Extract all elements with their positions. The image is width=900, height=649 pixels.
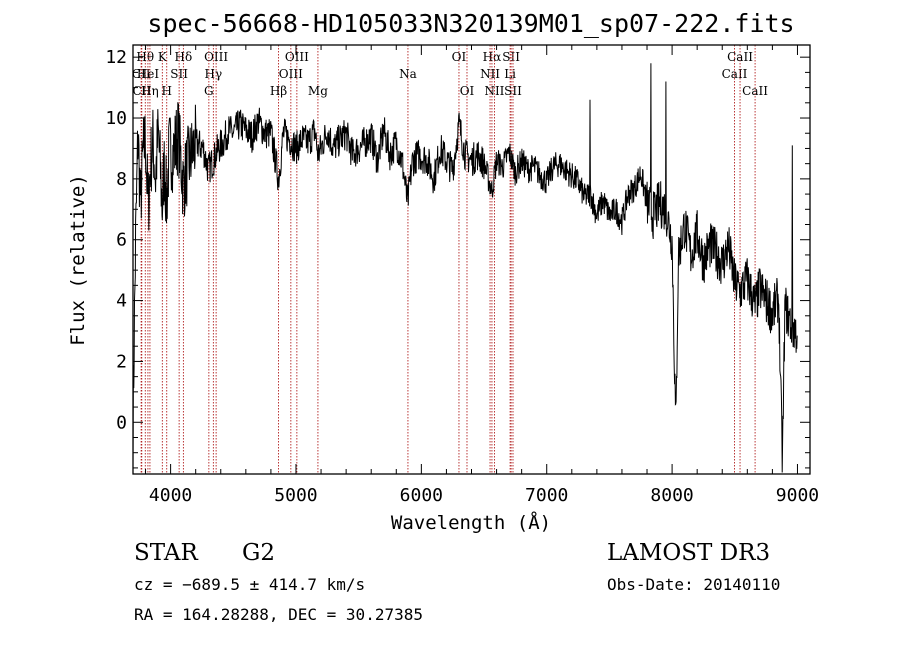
marker-label: NII	[480, 67, 500, 81]
marker-label: SII	[170, 67, 188, 81]
marker-label: CII	[132, 67, 151, 81]
marker-label: Hα	[483, 50, 502, 64]
marker-label: Mg	[308, 84, 328, 98]
marker-label: Hγ	[205, 67, 223, 81]
observation-date: Obs-Date: 20140110	[607, 575, 780, 594]
x-tick-label: 6000	[400, 485, 443, 506]
x-tick-label: 5000	[274, 485, 317, 506]
marker-label: G	[204, 84, 214, 98]
marker-label: OI	[452, 50, 467, 64]
marker-label: SII	[502, 50, 520, 64]
y-axis-label: Flux (relative)	[67, 174, 89, 346]
x-axis-label: Wavelength (Å)	[391, 511, 551, 534]
marker-label: OI	[460, 84, 475, 98]
y-tick-label: 2	[116, 351, 127, 372]
marker-label: OIII	[285, 50, 309, 64]
marker-label: CaII	[722, 67, 748, 81]
marker-label: CaII	[727, 50, 753, 64]
marker-label: HeI	[137, 67, 160, 81]
y-tick-label: 8	[116, 169, 127, 190]
x-tick-label: 4000	[149, 485, 192, 506]
survey-name: LAMOST DR3	[607, 540, 770, 566]
spectral-subclass: G2	[242, 540, 275, 566]
marker-label: SII	[504, 84, 522, 98]
y-tick-label: 12	[105, 47, 127, 68]
flux-series	[132, 63, 798, 473]
x-tick-label: 7000	[525, 485, 568, 506]
marker-label: Li	[504, 67, 516, 81]
marker-label: K	[158, 50, 168, 64]
marker-label: CaII	[742, 84, 768, 98]
marker-label: NII	[484, 84, 504, 98]
chart-title: spec-56668-HD105033N320139M01_sp07-222.f…	[147, 9, 794, 38]
marker-label: OIII	[279, 67, 303, 81]
marker-label: Hβ	[270, 84, 287, 98]
object-type: STAR	[134, 540, 198, 566]
y-tick-label: 10	[105, 108, 127, 129]
marker-label: Na	[399, 67, 417, 81]
redshift-velocity: cz = −689.5 ± 414.7 km/s	[134, 575, 365, 594]
sky-coordinates: RA = 164.28288, DEC = 30.27385	[134, 605, 423, 624]
plot-frame	[132, 44, 811, 475]
marker-label: Hδ	[175, 50, 193, 64]
y-tick-label: 6	[116, 230, 127, 251]
marker-label: Hη	[141, 84, 159, 98]
marker-label: OIII	[204, 50, 228, 64]
y-tick-label: 4	[116, 291, 127, 312]
x-tick-label: 8000	[650, 485, 693, 506]
y-tick-label: 0	[116, 412, 127, 433]
x-tick-label: 9000	[776, 485, 819, 506]
axis-ticks: 4000 5000 6000 7000 8000 9000 0 2 4 6 8 10 12	[105, 45, 819, 506]
marker-label: H	[161, 84, 171, 98]
flux-line	[132, 63, 798, 473]
